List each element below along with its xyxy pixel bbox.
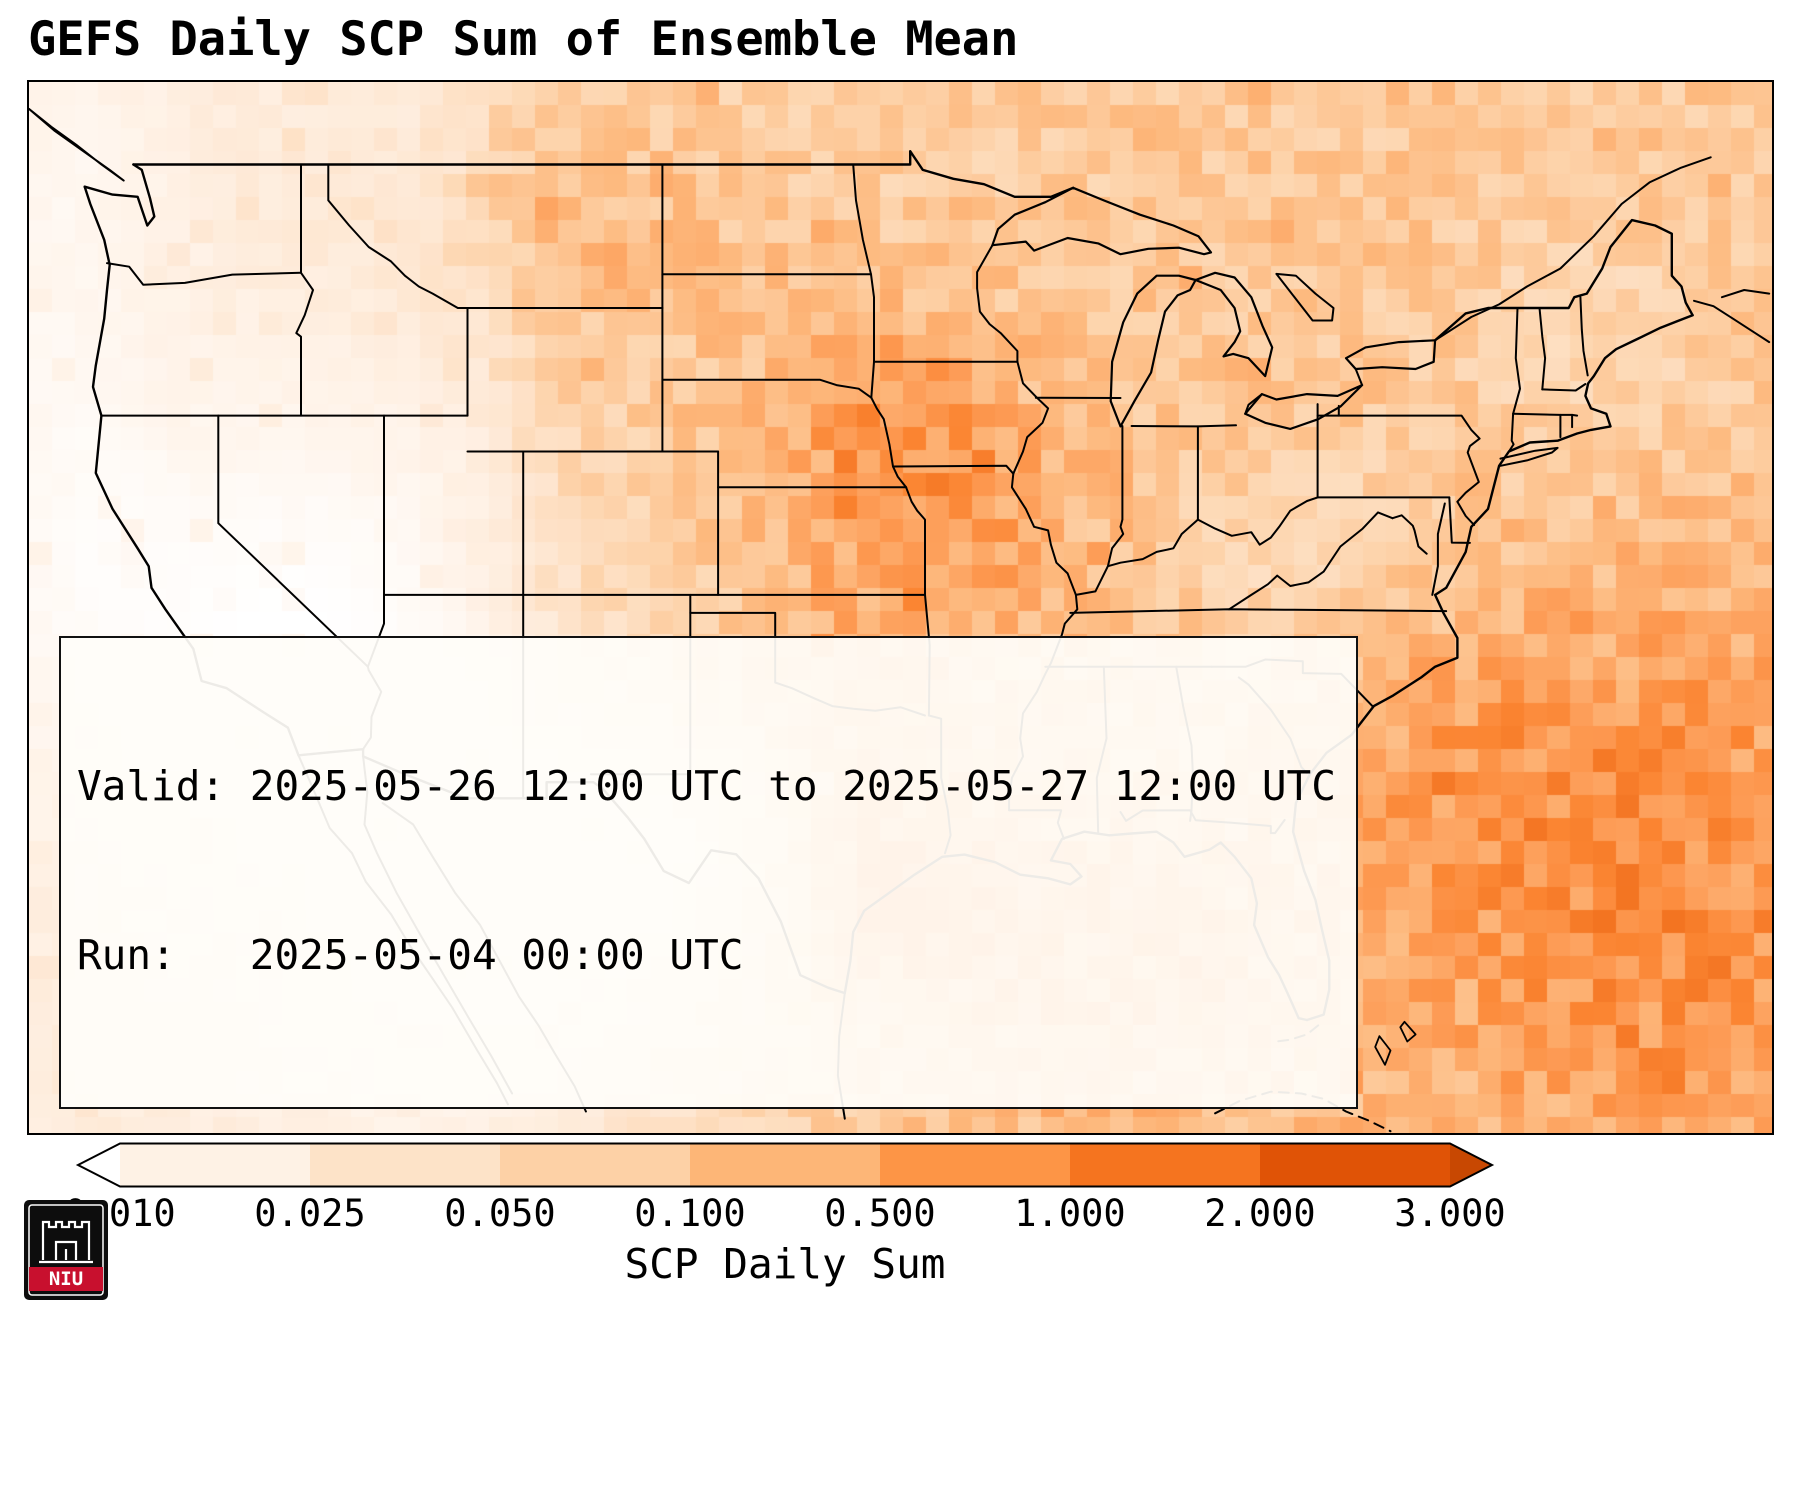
- boundary-line: [870, 396, 908, 489]
- boundary-line: [1109, 274, 1197, 428]
- boundary-line: [1541, 383, 1587, 392]
- boundary-line: [1244, 384, 1364, 430]
- boundary-line: [976, 244, 1019, 363]
- boundary-line: [1074, 496, 1319, 596]
- boundary-line: [1538, 307, 1547, 391]
- boundary-line: [1456, 500, 1476, 526]
- colorbar: [75, 1142, 1495, 1188]
- colorbar-gradient: [75, 1142, 1495, 1188]
- colorbar-segment: [690, 1143, 881, 1187]
- figure-title: GEFS Daily SCP Sum of Ensemble Mean: [28, 12, 1019, 67]
- colorbar-label: SCP Daily Sum: [624, 1240, 946, 1288]
- colorbar-tick-label: 0.050: [444, 1192, 556, 1235]
- colorbar-segment: [1260, 1143, 1451, 1187]
- boundary-line: [1069, 608, 1448, 614]
- boundary-line: [1130, 424, 1237, 428]
- boundary-line: [295, 271, 314, 417]
- colorbar-tick-label: 0.500: [824, 1192, 936, 1235]
- boundary-line: [327, 163, 469, 309]
- boundary-line: [852, 163, 872, 276]
- boundary-line: [1434, 156, 1712, 342]
- niu-logo-band: [29, 1267, 103, 1291]
- info-box: Valid: 2025-05-26 12:00 UTC to 2025-05-2…: [59, 636, 1358, 1109]
- boundary-line: [1337, 414, 1481, 503]
- boundary-line: [1106, 425, 1125, 568]
- boundary-line: [1194, 271, 1274, 378]
- colorbar-tick-row: 0.010 0.025 0.050 0.100 0.500 1.000 2.000 3.000: [64, 1192, 1506, 1236]
- boundary-line: [1433, 218, 1694, 342]
- colorbar-segment: [500, 1143, 691, 1187]
- niu-logo: NIU: [24, 1200, 108, 1300]
- colorbar-extend-low-arrow: [78, 1143, 120, 1187]
- boundary-line: [106, 262, 302, 286]
- boundary-line: [1354, 368, 1364, 387]
- castle-icon: [39, 1220, 93, 1264]
- boundary-line: [1244, 393, 1263, 415]
- colorbar-segment: [1070, 1143, 1261, 1187]
- boundary-line: [1374, 1035, 1392, 1066]
- colorbar-tick-label: 3.000: [1394, 1192, 1506, 1235]
- map-frame: Valid: 2025-05-26 12:00 UTC to 2025-05-2…: [27, 80, 1774, 1135]
- boundary-line: [1693, 299, 1771, 344]
- colorbar-extend-high-arrow: [1450, 1143, 1492, 1187]
- boundary-line: [870, 273, 875, 399]
- boundary-line: [29, 107, 125, 182]
- boundary-line: [83, 163, 156, 227]
- boundary-line: [661, 378, 873, 399]
- boundary-line: [1391, 514, 1428, 555]
- boundary-line: [132, 150, 1075, 198]
- niu-logo-border: [28, 1204, 104, 1296]
- boundary-line: [1344, 339, 1437, 371]
- boundary-line: [1399, 1020, 1417, 1043]
- boundary-line: [905, 486, 926, 596]
- colorbar-tick-label: 0.025: [254, 1192, 366, 1235]
- colorbar-outline: [75, 1142, 1495, 1188]
- boundary-line: [1499, 446, 1559, 467]
- boundary-line: [1512, 412, 1579, 417]
- boundary-line: [1507, 307, 1521, 453]
- boundary-line: [1579, 296, 1589, 377]
- colorbar-segment: [880, 1143, 1071, 1187]
- boundary-line: [1431, 502, 1446, 596]
- colorbar-tick-label: 2.000: [1204, 1192, 1316, 1235]
- boundary-line: [1448, 496, 1471, 544]
- niu-logo-text: NIU: [49, 1268, 83, 1290]
- colorbar-segment: [310, 1143, 501, 1187]
- colorbar-tick-label: 1.000: [1014, 1192, 1126, 1235]
- boundary-line: [1720, 289, 1771, 299]
- boundary-line: [1275, 272, 1335, 322]
- valid-time-line: Valid: 2025-05-26 12:00 UTC to 2025-05-2…: [77, 761, 1336, 810]
- colorbar-tick-label: 0.100: [634, 1192, 746, 1235]
- run-time-line: Run: 2025-05-04 00:00 UTC: [77, 931, 744, 980]
- boundary-line: [1228, 511, 1394, 611]
- boundary-line: [892, 464, 1015, 475]
- colorbar-segment: [120, 1143, 311, 1187]
- boundary-line: [991, 186, 1213, 256]
- boundary-line: [366, 414, 385, 668]
